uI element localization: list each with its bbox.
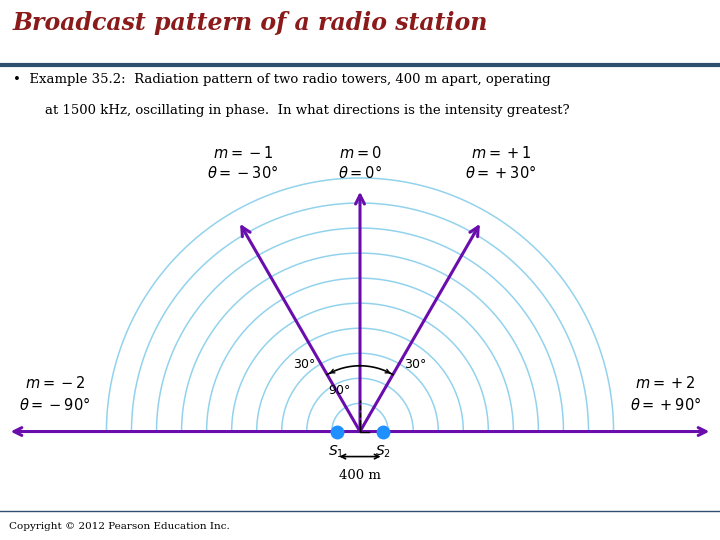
Text: $\theta = -90°$: $\theta = -90°$ (19, 396, 91, 413)
Text: Copyright © 2012 Pearson Education Inc.: Copyright © 2012 Pearson Education Inc. (9, 522, 230, 531)
Text: $m = -1$: $m = -1$ (212, 145, 273, 161)
Text: Broadcast pattern of a radio station: Broadcast pattern of a radio station (13, 11, 488, 35)
Text: $\theta = +90°$: $\theta = +90°$ (629, 396, 701, 413)
Text: $\theta = 0°$: $\theta = 0°$ (338, 164, 382, 181)
Text: $\theta = -30°$: $\theta = -30°$ (207, 164, 278, 181)
Text: $m = -2$: $m = -2$ (24, 375, 85, 391)
Text: $m = +1$: $m = +1$ (471, 145, 531, 161)
Text: $30°$: $30°$ (404, 359, 427, 372)
Text: $m = +2$: $m = +2$ (635, 375, 696, 391)
Text: at 1500 kHz, oscillating in phase.  In what directions is the intensity greatest: at 1500 kHz, oscillating in phase. In wh… (45, 104, 570, 117)
Text: $m = 0$: $m = 0$ (338, 145, 382, 161)
Text: •  Example 35.2:  Radiation pattern of two radio towers, 400 m apart, operating: • Example 35.2: Radiation pattern of two… (13, 73, 551, 86)
Text: $S_2$: $S_2$ (375, 444, 392, 461)
Text: $90°$: $90°$ (328, 384, 351, 397)
Text: $S_1$: $S_1$ (328, 444, 345, 461)
Text: $\theta = +30°$: $\theta = +30°$ (465, 164, 536, 181)
Text: 400 m: 400 m (339, 469, 381, 482)
Text: $30°$: $30°$ (293, 359, 316, 372)
